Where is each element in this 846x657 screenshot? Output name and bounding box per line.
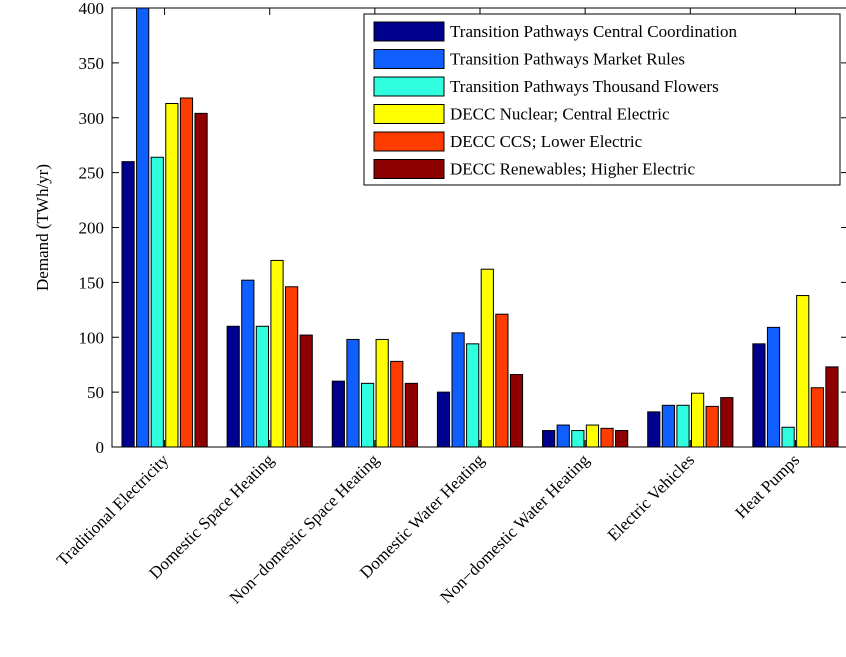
y-tick-label: 50 [87, 383, 104, 402]
bar [165, 102, 179, 448]
bar [600, 427, 614, 448]
bar [331, 380, 345, 448]
bar [766, 326, 781, 448]
bar [121, 161, 135, 448]
legend-swatch [373, 21, 445, 42]
bar [346, 338, 360, 448]
legend-swatch [373, 49, 445, 69]
legend: Transition Pathways Central Coordination… [363, 13, 841, 186]
bar [136, 7, 150, 448]
y-tick-label: 350 [79, 54, 105, 73]
y-tick-label: 150 [79, 273, 105, 292]
bar [615, 430, 629, 448]
legend-box [363, 13, 841, 186]
y-tick-label: 250 [79, 164, 105, 183]
bar [390, 360, 404, 448]
y-tick-label: 400 [79, 0, 105, 18]
x-category-label: Traditional Electricity [53, 450, 173, 570]
bar [676, 404, 690, 448]
bar [285, 286, 299, 448]
bar [810, 387, 824, 448]
legend-swatch [373, 76, 445, 97]
bar [509, 374, 524, 448]
bar [270, 259, 284, 448]
bar [241, 279, 255, 448]
y-tick-label: 0 [96, 438, 105, 457]
bar [796, 295, 810, 448]
x-category-label: Electric Vehicles [604, 450, 698, 544]
bar [375, 338, 389, 448]
bar [436, 391, 451, 448]
bars-layer [121, 7, 839, 448]
bar [690, 392, 705, 448]
bar [466, 343, 480, 448]
legend-label: Transition Pathways Central Coordination [450, 22, 737, 41]
legend-label: DECC CCS; Lower Electric [450, 132, 643, 151]
bar [360, 382, 375, 448]
y-tick-label: 300 [79, 109, 105, 128]
y-tick-label: 200 [79, 219, 105, 238]
bar [150, 156, 164, 448]
y-axis-label: Demand (TWh/yr) [33, 164, 52, 291]
bar [556, 424, 570, 448]
legend-label: DECC Nuclear; Central Electric [450, 105, 670, 124]
bar [661, 404, 675, 448]
bar [705, 405, 719, 448]
bar [542, 430, 556, 448]
legend-label: Transition Pathways Thousand Flowers [450, 77, 719, 96]
bar [404, 382, 418, 448]
y-tick-label: 100 [79, 328, 105, 347]
bar [451, 332, 465, 448]
bar [647, 411, 661, 448]
legend-swatch [373, 159, 445, 179]
legend-label: Transition Pathways Market Rules [450, 50, 685, 69]
x-category-label: Heat Pumps [731, 450, 803, 522]
legend-swatch [373, 131, 445, 152]
bar [495, 313, 509, 448]
legend-swatch [373, 104, 445, 124]
bar [226, 325, 240, 448]
bar [825, 366, 839, 448]
legend-label: DECC Renewables; Higher Electric [450, 160, 695, 179]
bar [585, 424, 600, 448]
bar [255, 325, 270, 448]
bar [781, 426, 795, 448]
bar [480, 268, 494, 448]
bar [720, 397, 734, 448]
bar [179, 97, 194, 448]
bar [571, 430, 585, 448]
bar [194, 112, 208, 448]
bar [752, 343, 766, 448]
bar [299, 334, 313, 448]
